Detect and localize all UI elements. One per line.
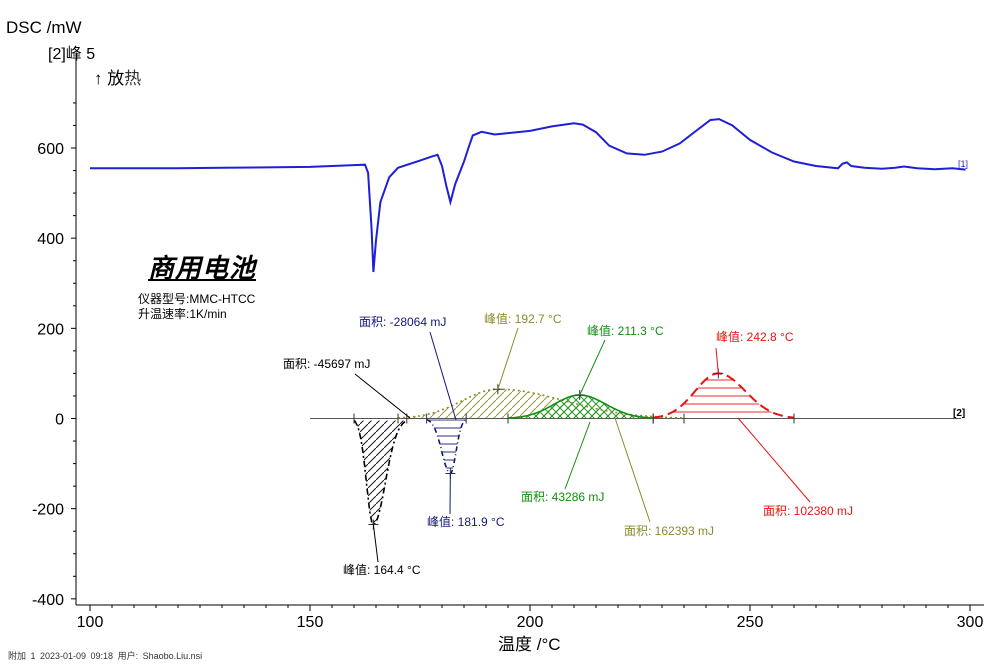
footer-info: 附加 1 2023-01-09 09:18 用户: Shaobo.Liu.nsi [8, 651, 203, 661]
peak-marker-icon [574, 390, 585, 401]
exo-label-2: 热 [124, 69, 142, 88]
heating-rate-info: 升温速率:1K/min [138, 307, 227, 321]
peak-value-label: 峰值: 192.7 °C [484, 311, 562, 326]
y-tick-label: 600 [37, 141, 64, 158]
peak-area-fill [398, 389, 684, 418]
series-1-tag: [1] [958, 159, 968, 169]
peak-area-fill [426, 419, 467, 474]
peak-area-fill [354, 420, 407, 525]
exo-label: 放 [107, 69, 125, 88]
area-leader-line [354, 373, 411, 419]
area-leader-line [737, 417, 811, 503]
x-tick-label: 150 [297, 614, 324, 631]
exo-indicator: ↑ 放热 [94, 64, 141, 89]
peak-value-label: 峰值: 181.9 °C [427, 514, 505, 529]
peak-area-label: 面积: -28064 mJ [359, 315, 446, 329]
peak-value-label: 峰值: 242.8 °C [716, 329, 794, 344]
y-axis-label: DSC /mW [6, 18, 82, 37]
chart-subtitle: [2]峰 5 [48, 46, 96, 63]
area-leader-line [564, 421, 591, 490]
instrument-info: 仪器型号:MMC-HTCC [138, 292, 256, 306]
peak-area-label: 面积: 43286 mJ [521, 490, 604, 504]
peak-leader-line [372, 524, 379, 563]
x-tick-label: 200 [517, 614, 544, 631]
x-tick-label: 100 [77, 614, 104, 631]
peak-value-label: 峰值: 211.3 °C [587, 323, 664, 338]
peak-leader-line [579, 339, 606, 396]
up-arrow-icon: ↑ [94, 69, 103, 88]
y-tick-label: 0 [55, 412, 64, 429]
y-tick-label: 200 [37, 321, 64, 338]
y-tick-label: -400 [32, 592, 64, 609]
peak-area-fill [653, 373, 794, 418]
peak-curve-line [397, 388, 685, 419]
area-leader-line [429, 331, 457, 421]
peak-leader-line [715, 347, 719, 374]
dsc-series-1-line [90, 118, 966, 273]
y-tick-label: 400 [37, 231, 64, 248]
sample-title: 商用电池 [148, 253, 257, 283]
peak-curve-line [353, 419, 408, 526]
area-leader-line [614, 417, 651, 523]
peak-value-label: 峰值: 164.4 °C [343, 562, 421, 577]
x-tick-label: 250 [737, 614, 764, 631]
peak-area-label: 面积: -45697 mJ [283, 357, 370, 371]
peak-leader-line [497, 327, 519, 390]
x-axis-label: 温度 /°C [498, 635, 561, 654]
peak-marker-icon [492, 384, 503, 395]
y-tick-label: -200 [32, 502, 64, 519]
x-tick-label: 300 [957, 614, 984, 631]
peak-area-label: 面积: 162393 mJ [624, 524, 714, 538]
series-2-tag: [2] [953, 408, 965, 419]
peak-area-label: 面积: 102380 mJ [763, 504, 853, 518]
